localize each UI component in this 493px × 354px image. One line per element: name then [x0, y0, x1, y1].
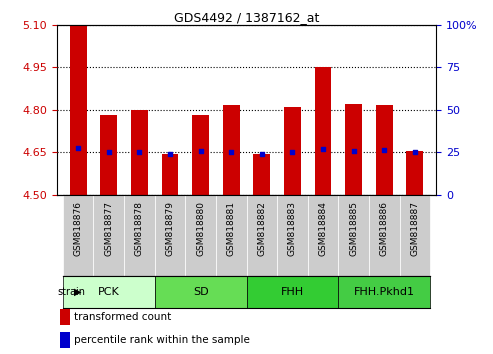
Bar: [253, 154, 270, 195]
Bar: [63, 276, 155, 308]
Text: GSM818878: GSM818878: [135, 201, 144, 256]
Text: GSM818884: GSM818884: [318, 201, 327, 256]
Point: [197, 149, 205, 154]
Bar: [246, 195, 277, 276]
Bar: [246, 276, 338, 308]
Text: GSM818880: GSM818880: [196, 201, 205, 256]
Point: [227, 149, 235, 154]
Text: GSM818876: GSM818876: [73, 201, 83, 256]
Text: FHH: FHH: [281, 287, 304, 297]
Bar: [155, 276, 246, 308]
Text: GSM818879: GSM818879: [166, 201, 175, 256]
Text: GSM818887: GSM818887: [410, 201, 420, 256]
Bar: [399, 195, 430, 276]
Point: [136, 149, 143, 154]
Bar: [376, 105, 393, 195]
Bar: [277, 195, 308, 276]
Bar: [406, 151, 423, 195]
Text: percentile rank within the sample: percentile rank within the sample: [74, 335, 249, 346]
Bar: [338, 276, 430, 308]
Bar: [70, 25, 87, 195]
Text: GSM818886: GSM818886: [380, 201, 389, 256]
Bar: [61, 332, 70, 348]
Bar: [345, 104, 362, 195]
Bar: [185, 195, 216, 276]
Point: [105, 149, 113, 154]
Point: [350, 148, 357, 154]
Text: GSM818885: GSM818885: [349, 201, 358, 256]
Bar: [131, 110, 148, 195]
Bar: [284, 107, 301, 195]
Bar: [155, 195, 185, 276]
Bar: [61, 309, 70, 325]
Point: [319, 146, 327, 152]
Bar: [308, 195, 338, 276]
Bar: [369, 195, 399, 276]
Bar: [338, 195, 369, 276]
Point: [166, 151, 174, 156]
Point: [411, 149, 419, 154]
Text: GSM818877: GSM818877: [104, 201, 113, 256]
Bar: [216, 195, 246, 276]
Bar: [192, 115, 209, 195]
Bar: [315, 67, 331, 195]
Text: GSM818883: GSM818883: [288, 201, 297, 256]
Bar: [100, 115, 117, 195]
Bar: [124, 195, 155, 276]
Text: PCK: PCK: [98, 287, 120, 297]
Point: [380, 147, 388, 153]
Point: [74, 145, 82, 151]
Title: GDS4492 / 1387162_at: GDS4492 / 1387162_at: [174, 11, 319, 24]
Text: SD: SD: [193, 287, 209, 297]
Text: transformed count: transformed count: [74, 312, 171, 322]
Point: [288, 149, 296, 155]
Text: GSM818881: GSM818881: [227, 201, 236, 256]
Bar: [162, 154, 178, 195]
Point: [258, 151, 266, 156]
Text: FHH.Pkhd1: FHH.Pkhd1: [354, 287, 415, 297]
Bar: [223, 105, 240, 195]
Text: ▶: ▶: [73, 287, 81, 297]
Bar: [94, 195, 124, 276]
Bar: [63, 195, 94, 276]
Text: strain: strain: [57, 287, 85, 297]
Text: GSM818882: GSM818882: [257, 201, 266, 256]
